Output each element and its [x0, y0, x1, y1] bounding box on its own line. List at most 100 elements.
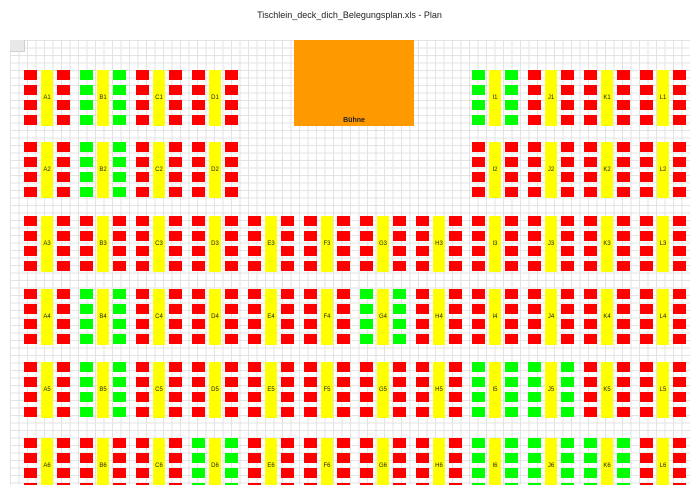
table-d5[interactable]: D5	[192, 362, 248, 418]
seat-l2-5[interactable]	[673, 142, 686, 152]
seat-l3-7[interactable]	[673, 246, 686, 256]
seat-g6-7[interactable]	[393, 468, 406, 478]
seating-plan-sheet[interactable]: Bühne A1 B1 C1 D1 I1 J1 K1 L1 A2 B2 C2 D2 I2 J2 K2 L2 A3…	[10, 40, 690, 485]
seat-l2-1[interactable]	[640, 142, 653, 152]
seat-l5-6[interactable]	[673, 377, 686, 387]
seat-b6-3[interactable]	[80, 468, 93, 478]
seat-h6-2[interactable]	[416, 453, 429, 463]
seat-h6-1[interactable]	[416, 438, 429, 448]
seat-e3-8[interactable]	[281, 261, 294, 271]
seat-b2-1[interactable]	[80, 142, 93, 152]
seat-d3-5[interactable]	[225, 216, 238, 226]
seat-l3-4[interactable]	[640, 261, 653, 271]
seat-i5-5[interactable]	[505, 362, 518, 372]
table-d2[interactable]: D2	[192, 142, 248, 198]
seat-a1-3[interactable]	[24, 100, 37, 110]
seat-g3-4[interactable]	[360, 261, 373, 271]
table-l4[interactable]: L4	[640, 289, 690, 345]
seat-l6-5[interactable]	[673, 438, 686, 448]
table-g5[interactable]: G5	[360, 362, 416, 418]
seat-i5-6[interactable]	[505, 377, 518, 387]
seat-a4-3[interactable]	[24, 319, 37, 329]
seat-i1-2[interactable]	[472, 85, 485, 95]
seat-i4-6[interactable]	[505, 304, 518, 314]
seat-j3-7[interactable]	[561, 246, 574, 256]
table-l1[interactable]: L1	[640, 70, 690, 126]
seat-l5-8[interactable]	[673, 407, 686, 417]
table-l6[interactable]: L6	[640, 438, 690, 485]
seat-k6-7[interactable]	[617, 468, 630, 478]
seat-b4-6[interactable]	[113, 304, 126, 314]
table-b6[interactable]: B6	[80, 438, 136, 485]
seat-i4-7[interactable]	[505, 319, 518, 329]
seat-g6-4[interactable]	[360, 483, 373, 485]
seat-a5-5[interactable]	[57, 362, 70, 372]
seat-a3-4[interactable]	[24, 261, 37, 271]
seat-d2-1[interactable]	[192, 142, 205, 152]
table-c2[interactable]: C2	[136, 142, 192, 198]
seat-a4-8[interactable]	[57, 334, 70, 344]
seat-e3-4[interactable]	[248, 261, 261, 271]
table-d3[interactable]: D3	[192, 216, 248, 272]
seat-l5-1[interactable]	[640, 362, 653, 372]
seat-c5-2[interactable]	[136, 377, 149, 387]
seat-l2-3[interactable]	[640, 172, 653, 182]
seat-e5-8[interactable]	[281, 407, 294, 417]
seat-k5-5[interactable]	[617, 362, 630, 372]
seat-g5-4[interactable]	[360, 407, 373, 417]
seat-c2-4[interactable]	[136, 187, 149, 197]
seat-k6-2[interactable]	[584, 453, 597, 463]
seat-e5-2[interactable]	[248, 377, 261, 387]
seat-a4-1[interactable]	[24, 289, 37, 299]
seat-b6-8[interactable]	[113, 483, 126, 485]
seat-d3-1[interactable]	[192, 216, 205, 226]
seat-b1-5[interactable]	[113, 70, 126, 80]
seat-i2-1[interactable]	[472, 142, 485, 152]
seat-k6-8[interactable]	[617, 483, 630, 485]
seat-j6-6[interactable]	[561, 453, 574, 463]
seat-e4-2[interactable]	[248, 304, 261, 314]
seat-h5-1[interactable]	[416, 362, 429, 372]
seat-e6-8[interactable]	[281, 483, 294, 485]
seat-a2-8[interactable]	[57, 187, 70, 197]
table-i3[interactable]: I3	[472, 216, 528, 272]
table-d4[interactable]: D4	[192, 289, 248, 345]
seat-c3-8[interactable]	[169, 261, 182, 271]
table-h3[interactable]: H3	[416, 216, 472, 272]
seat-a5-2[interactable]	[24, 377, 37, 387]
seat-d1-2[interactable]	[192, 85, 205, 95]
seat-h5-2[interactable]	[416, 377, 429, 387]
table-j1[interactable]: J1	[528, 70, 584, 126]
seat-c4-2[interactable]	[136, 304, 149, 314]
seat-k3-1[interactable]	[584, 216, 597, 226]
seat-l3-5[interactable]	[673, 216, 686, 226]
seat-h4-5[interactable]	[449, 289, 462, 299]
table-c4[interactable]: C4	[136, 289, 192, 345]
seat-a5-3[interactable]	[24, 392, 37, 402]
seat-k2-3[interactable]	[584, 172, 597, 182]
seat-d2-7[interactable]	[225, 172, 238, 182]
seat-e5-3[interactable]	[248, 392, 261, 402]
table-e6[interactable]: E6	[248, 438, 304, 485]
seat-c6-1[interactable]	[136, 438, 149, 448]
table-k3[interactable]: K3	[584, 216, 640, 272]
seat-c1-5[interactable]	[169, 70, 182, 80]
seat-d1-5[interactable]	[225, 70, 238, 80]
table-f5[interactable]: F5	[304, 362, 360, 418]
seat-b2-2[interactable]	[80, 157, 93, 167]
seat-f5-4[interactable]	[304, 407, 317, 417]
seat-c6-6[interactable]	[169, 453, 182, 463]
seat-k3-8[interactable]	[617, 261, 630, 271]
seat-e3-1[interactable]	[248, 216, 261, 226]
seat-l5-3[interactable]	[640, 392, 653, 402]
seat-k2-8[interactable]	[617, 187, 630, 197]
seat-b3-8[interactable]	[113, 261, 126, 271]
seat-c3-4[interactable]	[136, 261, 149, 271]
seat-b4-7[interactable]	[113, 319, 126, 329]
seat-a3-1[interactable]	[24, 216, 37, 226]
seat-l4-1[interactable]	[640, 289, 653, 299]
seat-h6-3[interactable]	[416, 468, 429, 478]
table-g4[interactable]: G4	[360, 289, 416, 345]
seat-g6-5[interactable]	[393, 438, 406, 448]
table-d1[interactable]: D1	[192, 70, 248, 126]
